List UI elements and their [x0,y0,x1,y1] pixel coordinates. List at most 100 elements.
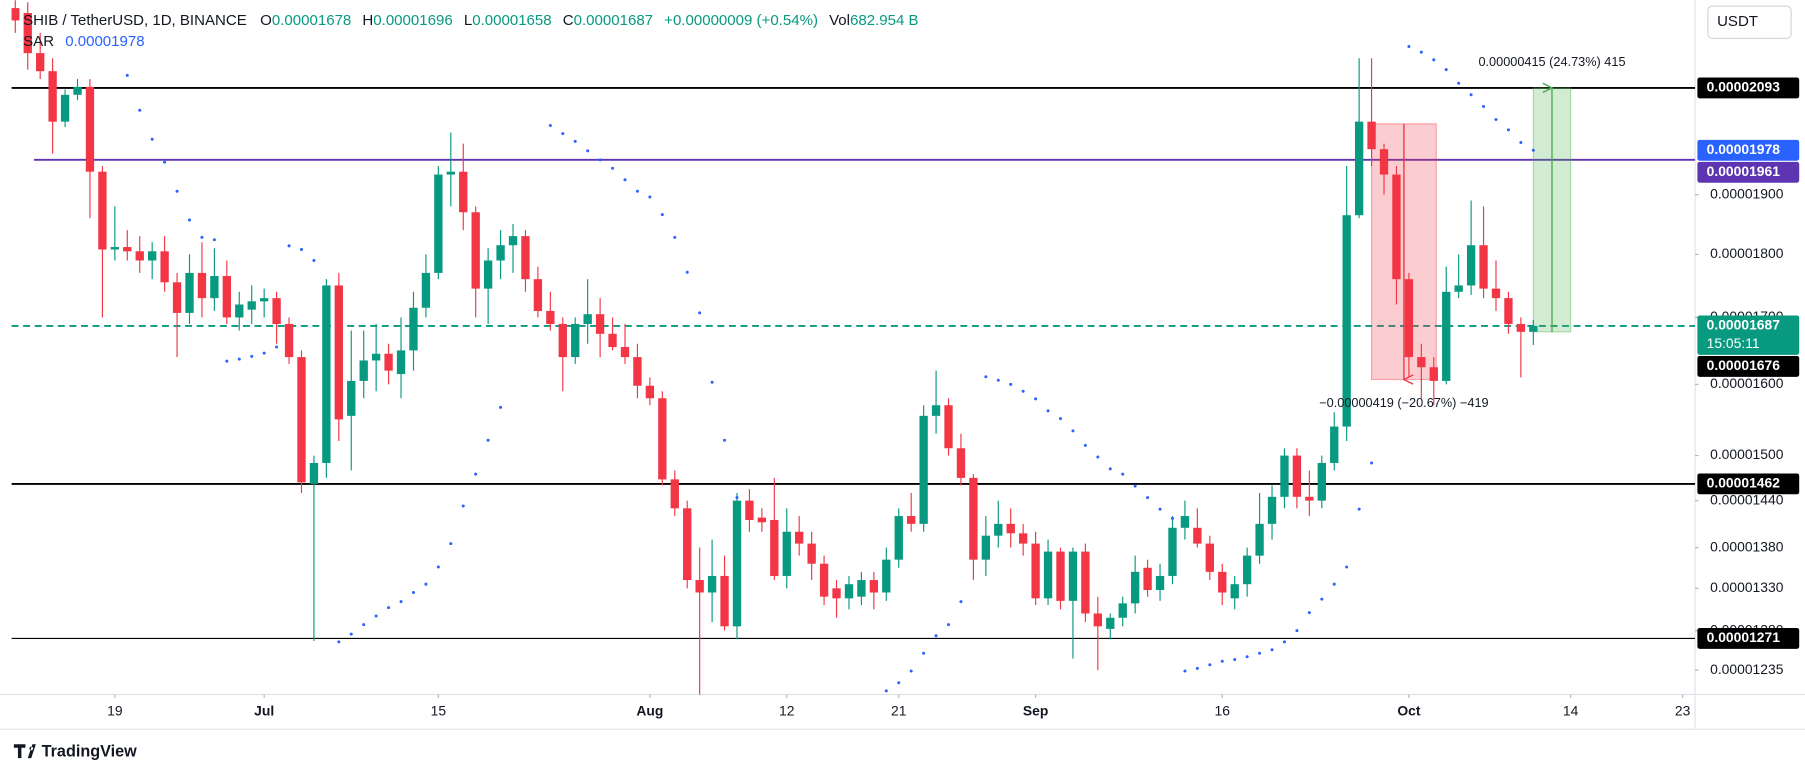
sar-dot [399,600,403,604]
close-value: 0.00001687 [574,12,653,29]
sar-dot [996,378,1000,382]
sar-dot [1419,50,1423,54]
candle-body [210,276,219,299]
candle-body [994,523,1003,536]
sar-dot [1432,58,1436,62]
candle-body [284,323,294,358]
indicator-value: 0.00001978 [65,33,144,50]
candle-body [1043,551,1053,599]
sar-dot [1233,657,1237,661]
candle-body [1255,523,1264,556]
candle-body [334,285,343,420]
sar-dot [1282,640,1286,644]
sar-dot [735,496,739,500]
sar-dot [1058,417,1063,421]
measure-label: 0.00000415 (24.73%) 415 [1478,54,1625,69]
currency-button[interactable] [1707,5,1792,40]
candle-body [1392,174,1401,280]
sar-dot [648,195,652,199]
sar-dot [200,235,204,239]
sar-dot [1357,507,1361,511]
sar-dot [1494,117,1498,121]
candle-body [819,563,829,597]
low-key: L [464,12,472,29]
price-badge [1697,473,1800,495]
candle-body [595,314,605,334]
candle-body [1267,496,1277,524]
candle-body [459,171,468,213]
candle-body [483,260,493,289]
candle-body [707,575,717,593]
sar-dot [1469,93,1473,97]
y-tick-label: 0.00001800 [1710,245,1784,261]
measure-label: −0.00000419 (−20.67%) −419 [1319,395,1488,410]
sar-dot [685,270,689,274]
candle-body [1504,298,1513,324]
candle-body [683,508,692,581]
sar-dot [1046,409,1050,413]
candle-body [1230,584,1239,599]
candle-body [1466,245,1476,286]
price-badge-label: 0.00001676 [1707,357,1781,373]
sar-dot [909,669,913,673]
candle-body [695,580,704,593]
candle-body [770,519,779,576]
sar-dot [934,634,938,638]
candle-body [1180,516,1190,528]
y-tick-label: 0.00001380 [1710,538,1784,554]
sar-dot [1133,484,1137,488]
candle-body [944,405,953,449]
candle-body [73,86,82,95]
sar-dot [710,380,714,384]
currency-label[interactable]: USDT [1717,13,1758,30]
candle-body [869,580,879,593]
candle-body [1479,245,1488,289]
high-value: 0.00001696 [373,12,452,29]
sar-dot [586,149,590,153]
candle-body [1168,527,1177,576]
sar-dot [548,123,552,127]
candle-body [969,477,978,560]
sar-dot [611,166,615,170]
candle-body [670,479,679,509]
candle-body [882,559,891,593]
y-tick-label: 0.00001440 [1710,491,1784,507]
sar-dot [212,238,216,242]
candle-body [197,272,207,299]
logo-mark [13,744,36,759]
candle-body [1118,603,1127,618]
candle-body [720,575,729,627]
x-tick-label: 14 [1563,703,1579,719]
candle-body [123,247,132,252]
candle-body [745,500,754,520]
sar-dot [374,614,378,618]
candle-body [1143,567,1152,590]
candle-body [110,247,120,250]
indicator-name: SAR [23,33,54,50]
price-badge-label: 0.00001978 [1707,141,1781,157]
sar-dot [573,139,577,143]
volume-key: Vol [829,12,850,29]
candle-body [1404,279,1414,358]
sar-dot [922,651,926,655]
x-tick-label: 12 [779,703,795,719]
sar-dot [187,218,192,222]
candle-body [1442,291,1451,381]
sar-dot [623,178,627,182]
price-badge [1697,315,1800,355]
candle-body [956,448,966,478]
sar-dot [262,351,266,355]
sar-dot [349,632,353,636]
x-tick-label: 21 [891,703,907,719]
candle-body [135,251,144,261]
x-tick-label: Oct [1397,703,1421,719]
sar-dot [250,354,254,358]
candle-body [235,304,244,318]
sar-dot [1407,45,1411,49]
candle-body [1342,215,1351,427]
sar-dot [486,438,490,442]
open-value: 0.00001678 [272,12,351,29]
candle-body [359,360,368,381]
volume-value: 682.954 B [850,12,919,29]
candle-body [23,13,32,54]
